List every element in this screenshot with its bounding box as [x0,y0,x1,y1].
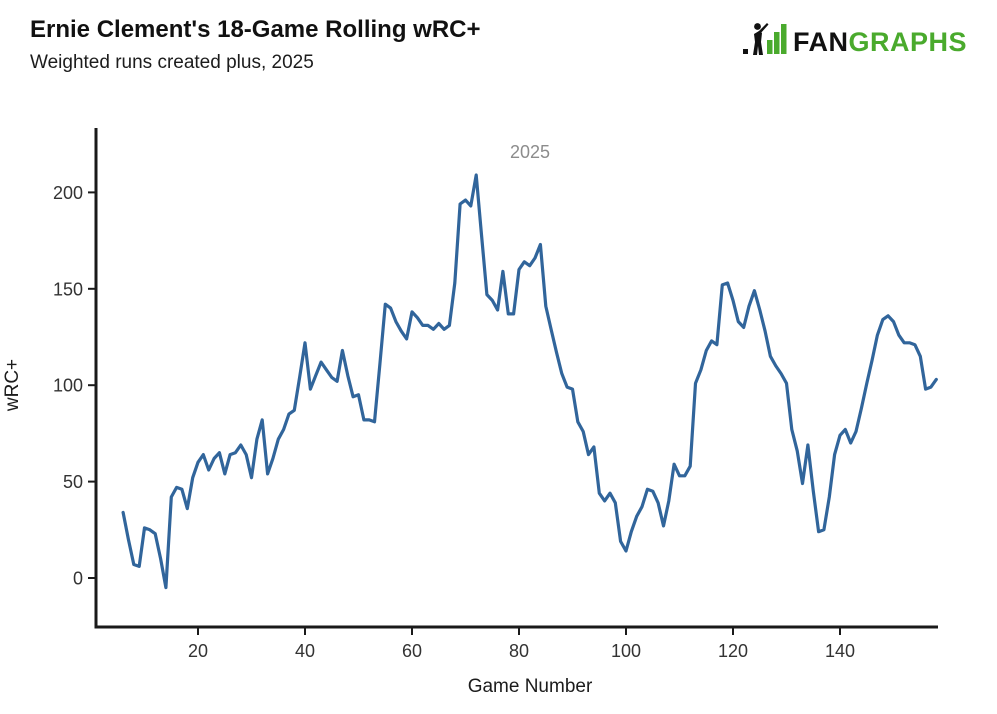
series-year-annotation: 2025 [510,142,550,162]
x-tick-label: 20 [188,641,208,661]
y-tick-label: 0 [73,569,83,589]
x-axis-title: Game Number [468,676,593,697]
fangraphs-batter-icon [752,23,769,55]
y-tick-label: 200 [53,183,83,203]
page-subtitle: Weighted runs created plus, 2025 [30,52,314,73]
line-series-2025 [121,173,938,590]
y-tick-label: 50 [63,472,83,492]
y-axis-title: wRC+ [2,359,23,412]
y-tick-label: 100 [53,376,83,396]
x-tick-label: 40 [295,641,315,661]
x-tick-label: 120 [718,641,748,661]
logo-bars-icon [766,24,787,54]
logo-dot [742,49,748,54]
logo-text-graphs: GRAPHS [848,27,967,57]
x-tick-label: 80 [509,641,529,661]
y-axis: 0 50 100 150 200 [53,128,98,629]
logo-text-fan: FAN [792,27,849,57]
x-axis: 20 40 60 80 100 120 140 [94,625,938,661]
y-tick-label: 150 [53,279,83,299]
x-tick-label: 60 [402,641,422,661]
fangraphs-logo: FANGRAPHS [742,22,967,56]
x-tick-label: 140 [825,641,855,661]
page-title: Ernie Clement's 18-Game Rolling wRC+ [30,16,481,43]
fangraphs-logo-text: FANGRAPHS [793,29,967,56]
x-tick-label: 100 [611,641,641,661]
fangraphs-logo-icon [742,23,787,55]
